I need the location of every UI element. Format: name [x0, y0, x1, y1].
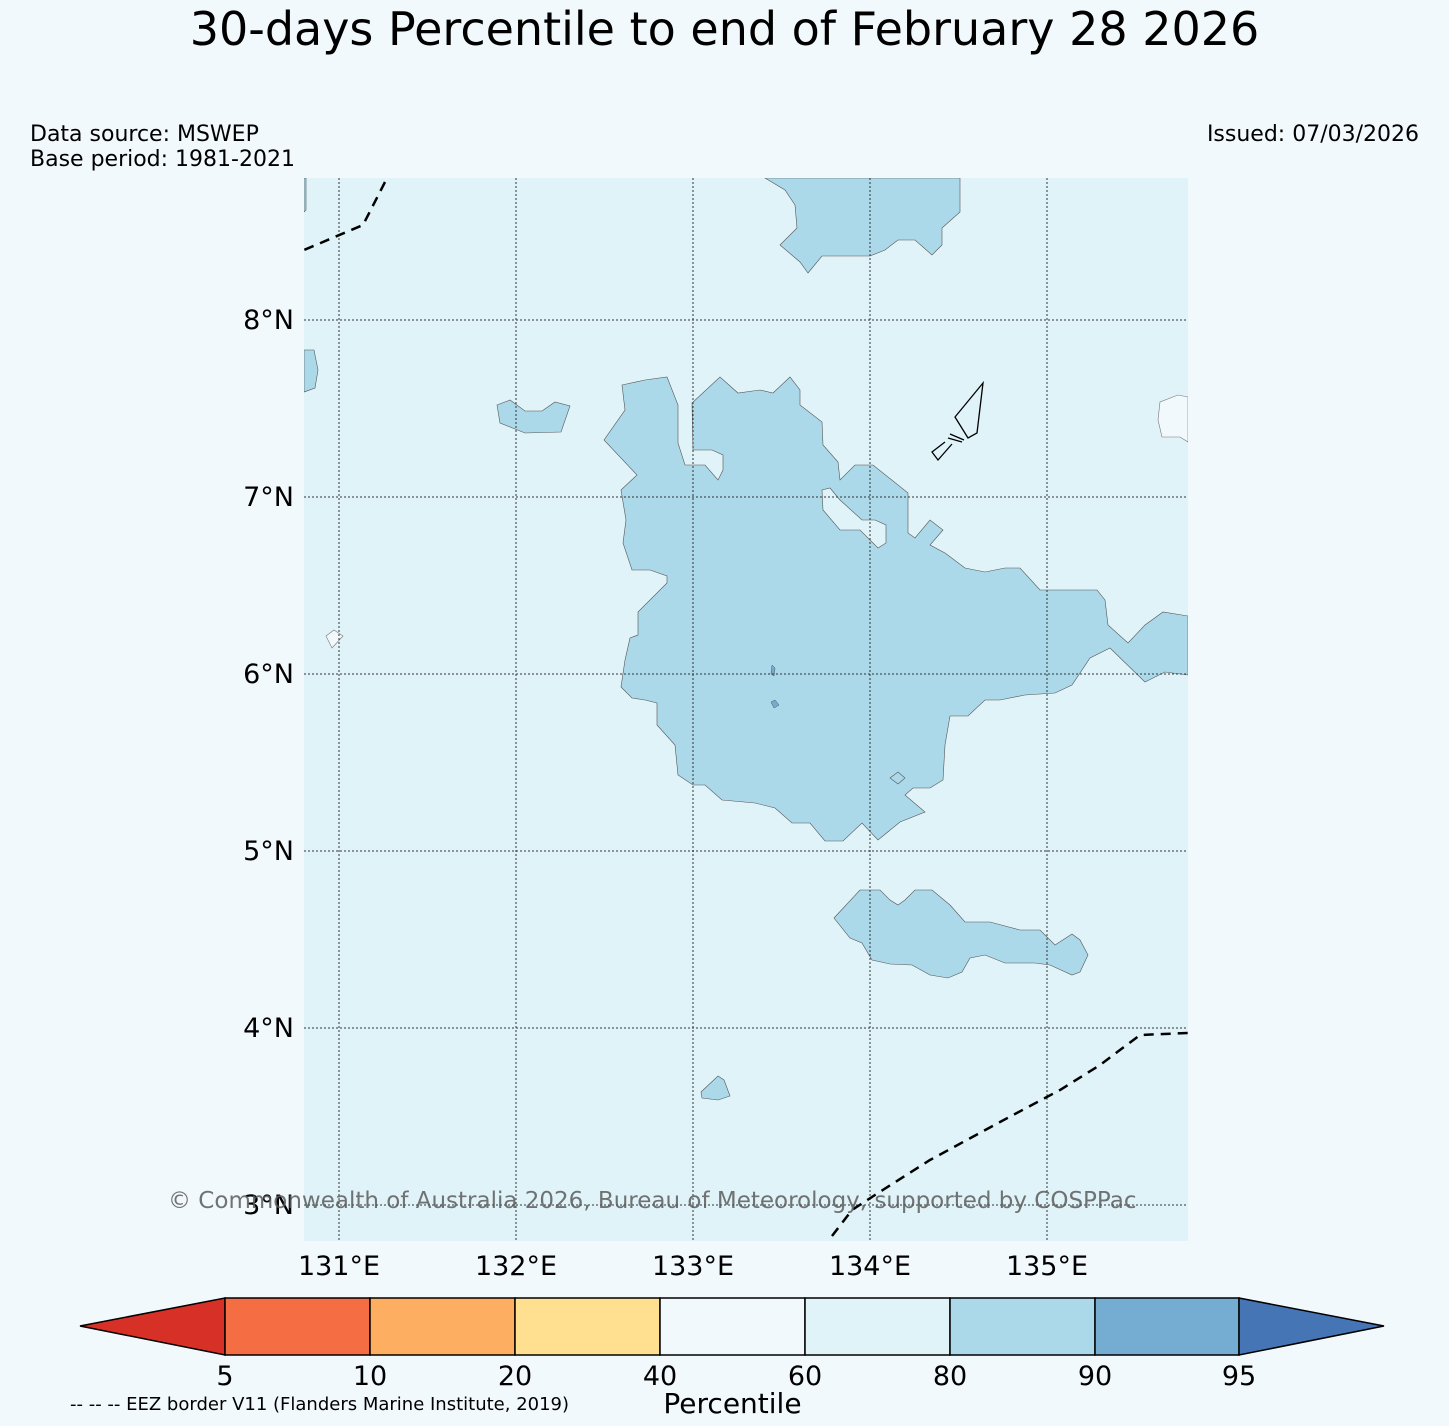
- colorbar: 5 10 20 40 60 80 90 95: [79, 1297, 1385, 1390]
- region-80-90-main: [603, 376, 1188, 842]
- eez-legend-note: -- -- -- EEZ border V11 (Flanders Marine…: [70, 1394, 570, 1415]
- region-90-95-speck-2: [770, 699, 780, 709]
- lat-label-3: 3°N: [243, 1190, 294, 1221]
- eez-border-north: [304, 181, 387, 252]
- colorbar-segment-below-5: [79, 1297, 226, 1356]
- lat-label-5: 5°N: [243, 836, 294, 867]
- colorbar-tick-90: 90: [1078, 1361, 1112, 1390]
- colorbar-segment-80-90: [949, 1297, 1096, 1356]
- lat-label-7: 7°N: [243, 482, 294, 513]
- colorbar-segment-40-60: [659, 1297, 806, 1356]
- colorbar-tick-95: 95: [1222, 1361, 1256, 1390]
- region-80-90-edge-top: [304, 178, 307, 213]
- lon-label-132: 132°E: [475, 1251, 557, 1282]
- region-80-90-small-west: [496, 399, 571, 434]
- region-40-60-east-edge: [1157, 394, 1188, 443]
- colorbar-segment-10-20: [369, 1297, 516, 1356]
- region-80-90-tiny-south: [700, 1075, 731, 1101]
- map-panel: 8°N 7°N 6°N 5°N 4°N 3°N 131°E 132°E 133°…: [243, 178, 1188, 1282]
- island-outline: [931, 380, 984, 462]
- source-info: Data source: MSWEP Base period: 1981-202…: [30, 122, 295, 172]
- issued-date: Issued: 07/03/2026: [1206, 122, 1419, 147]
- colorbar-tick-10: 10: [353, 1361, 387, 1390]
- lon-label-134: 134°E: [829, 1251, 911, 1282]
- colorbar-segment-above-95: [1238, 1297, 1385, 1356]
- colorbar-label: Percentile: [663, 1387, 802, 1420]
- colorbar-tick-5: 5: [216, 1361, 233, 1390]
- region-80-90-south: [833, 889, 1089, 979]
- lon-label-131: 131°E: [298, 1251, 380, 1282]
- region-80-90-north: [764, 178, 961, 274]
- colorbar-segment-90-95: [1094, 1297, 1240, 1356]
- colorbar-segment-5-10: [224, 1297, 371, 1356]
- map-title: 30-days Percentile to end of February 28…: [189, 2, 1260, 56]
- base-period-text: Base period: 1981-2021: [30, 147, 295, 172]
- lat-label-6: 6°N: [243, 659, 294, 690]
- copyright-notice: © Commonwealth of Australia 2026, Bureau…: [168, 1188, 1137, 1214]
- colorbar-tick-80: 80: [933, 1361, 967, 1390]
- colorbar-tick-20: 20: [498, 1361, 532, 1390]
- lat-label-4: 4°N: [243, 1013, 294, 1044]
- lon-label-135: 135°E: [1006, 1251, 1088, 1282]
- region-80-90-edge-left: [304, 349, 319, 393]
- graticule: [304, 178, 1188, 1241]
- lon-label-133: 133°E: [652, 1251, 734, 1282]
- eez-border-south: [831, 1031, 1188, 1237]
- colorbar-tick-60: 60: [788, 1361, 822, 1390]
- percentile-regions: [304, 178, 1188, 1101]
- region-90-95-speck-1: [770, 664, 776, 677]
- data-source-text: Data source: MSWEP: [30, 122, 259, 147]
- colorbar-segment-20-40: [514, 1297, 661, 1356]
- lat-label-8: 8°N: [243, 305, 294, 336]
- eez-border: [304, 181, 1188, 1237]
- colorbar-tick-40: 40: [643, 1361, 677, 1390]
- colorbar-segment-60-80: [804, 1297, 951, 1356]
